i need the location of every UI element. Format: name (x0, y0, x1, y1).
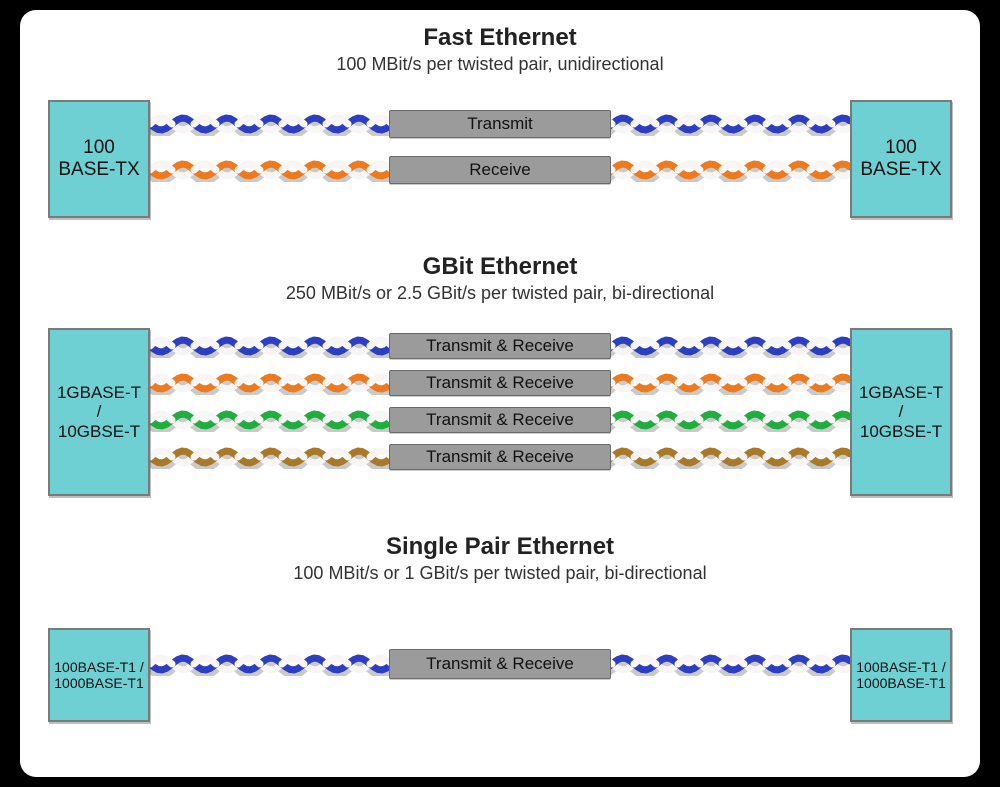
connector-gbit-left: 1GBASE-T / 10GBSE-T (48, 328, 150, 496)
wire-label: Transmit & Receive (389, 649, 611, 679)
section-title: GBit Ethernet (0, 253, 1000, 281)
section-head-gbit: GBit Ethernet250 MBit/s or 2.5 GBit/s pe… (0, 253, 1000, 304)
section-subtitle: 100 MBit/s or 1 GBit/s per twisted pair,… (0, 563, 1000, 584)
section-title: Fast Ethernet (0, 24, 1000, 52)
connector-fast-left: 100 BASE-TX (48, 100, 150, 218)
section-head-spe: Single Pair Ethernet100 MBit/s or 1 GBit… (0, 533, 1000, 584)
section-subtitle: 100 MBit/s per twisted pair, unidirectio… (0, 54, 1000, 75)
section-head-fast: Fast Ethernet100 MBit/s per twisted pair… (0, 24, 1000, 75)
connector-spe-right: 100BASE-T1 / 1000BASE-T1 (850, 628, 952, 722)
connector-gbit-right: 1GBASE-T / 10GBSE-T (850, 328, 952, 496)
wire-label: Transmit & Receive (389, 370, 611, 396)
wire-label: Transmit (389, 110, 611, 138)
section-subtitle: 250 MBit/s or 2.5 GBit/s per twisted pai… (0, 283, 1000, 304)
connector-spe-left: 100BASE-T1 / 1000BASE-T1 (48, 628, 150, 722)
section-title: Single Pair Ethernet (0, 533, 1000, 561)
ethernet-diagram: Fast Ethernet100 MBit/s per twisted pair… (0, 0, 1000, 787)
wire-label: Receive (389, 156, 611, 184)
wire-label: Transmit & Receive (389, 444, 611, 470)
wire-label: Transmit & Receive (389, 407, 611, 433)
wire-label: Transmit & Receive (389, 333, 611, 359)
connector-fast-right: 100 BASE-TX (850, 100, 952, 218)
